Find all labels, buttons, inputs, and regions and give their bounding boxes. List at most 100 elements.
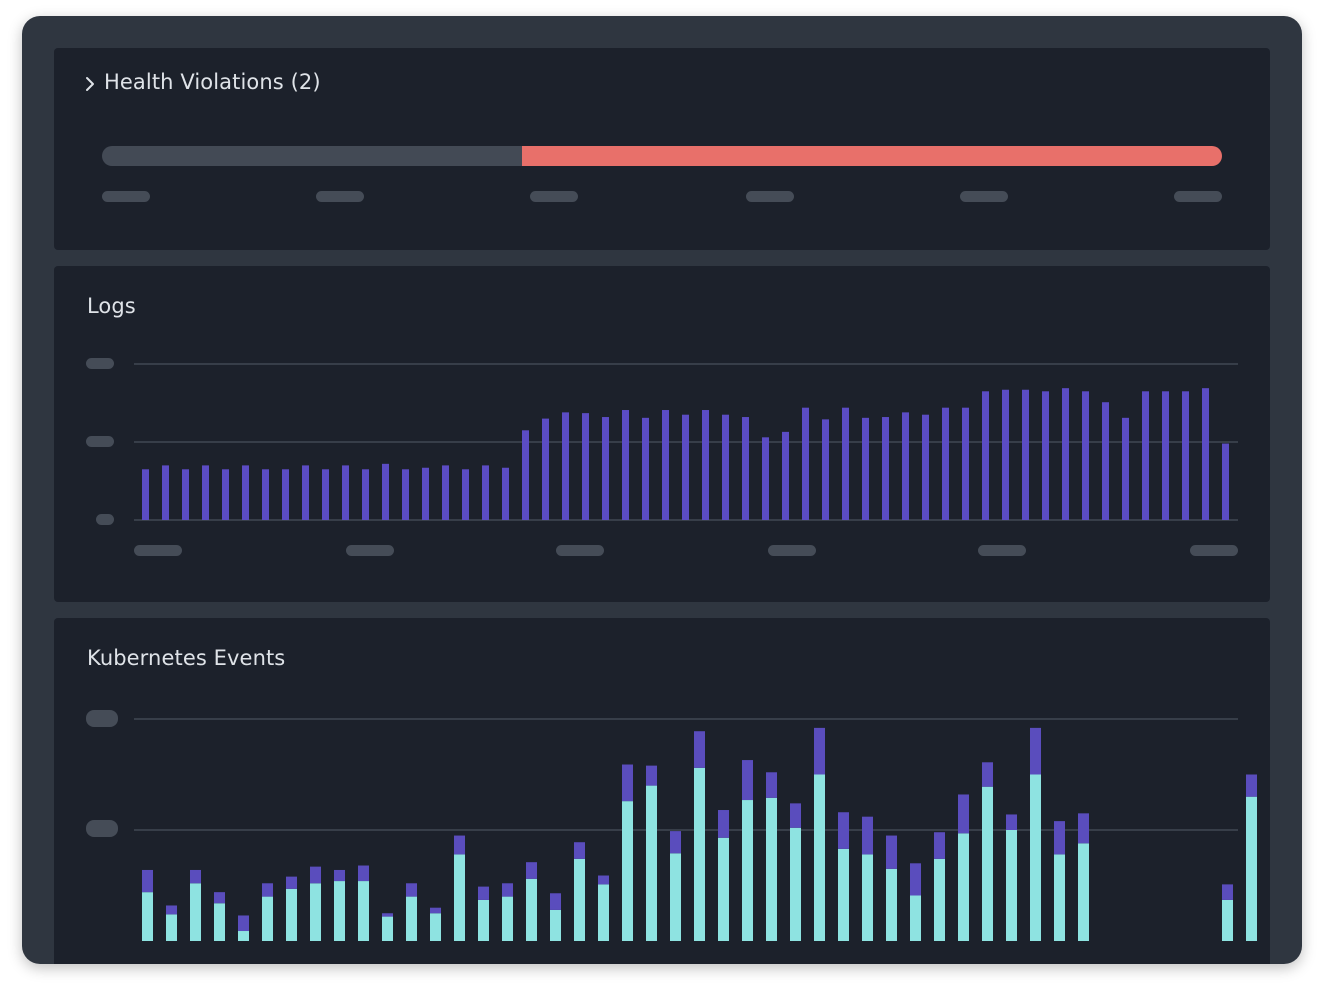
- logs-bar[interactable]: [922, 414, 929, 520]
- k8s-bar-segment-primary[interactable]: [478, 899, 489, 941]
- logs-bar[interactable]: [522, 430, 529, 520]
- k8s-bar-segment-primary[interactable]: [214, 903, 225, 941]
- k8s-bar-segment-secondary[interactable]: [718, 810, 729, 838]
- logs-bar[interactable]: [282, 469, 289, 520]
- k8s-bar-segment-secondary[interactable]: [478, 886, 489, 900]
- k8s-bar-segment-primary[interactable]: [910, 895, 921, 941]
- logs-bar[interactable]: [1162, 391, 1169, 520]
- k8s-bar-segment-secondary[interactable]: [406, 883, 417, 897]
- logs-bar[interactable]: [742, 417, 749, 520]
- k8s-bar-segment-primary[interactable]: [406, 896, 417, 941]
- logs-bar[interactable]: [202, 465, 209, 520]
- k8s-bar-segment-secondary[interactable]: [1078, 813, 1089, 844]
- logs-bar[interactable]: [1182, 391, 1189, 520]
- logs-bar[interactable]: [1002, 389, 1009, 520]
- logs-bar[interactable]: [142, 469, 149, 520]
- k8s-bar-segment-primary[interactable]: [142, 892, 153, 941]
- k8s-bar-segment-primary[interactable]: [646, 785, 657, 941]
- logs-bar[interactable]: [1062, 388, 1069, 520]
- logs-bar[interactable]: [1202, 388, 1209, 520]
- logs-bar[interactable]: [882, 417, 889, 520]
- k8s-bar-segment-secondary[interactable]: [286, 876, 297, 889]
- k8s-bar-segment-secondary[interactable]: [1006, 814, 1017, 830]
- logs-bar[interactable]: [762, 437, 769, 520]
- logs-bar[interactable]: [782, 431, 789, 520]
- k8s-bar-segment-secondary[interactable]: [622, 764, 633, 802]
- k8s-bar-segment-secondary[interactable]: [166, 905, 177, 915]
- k8s-bar-segment-secondary[interactable]: [382, 913, 393, 917]
- logs-bar[interactable]: [662, 410, 669, 520]
- logs-bar[interactable]: [262, 469, 269, 520]
- k8s-bar-segment-secondary[interactable]: [958, 794, 969, 834]
- k8s-bar-segment-secondary[interactable]: [1054, 821, 1065, 855]
- k8s-bar-segment-primary[interactable]: [814, 774, 825, 942]
- logs-bar[interactable]: [682, 414, 689, 520]
- k8s-bar-segment-primary[interactable]: [382, 916, 393, 941]
- k8s-bar-segment-primary[interactable]: [694, 767, 705, 941]
- logs-bar[interactable]: [802, 407, 809, 520]
- k8s-bar-segment-secondary[interactable]: [550, 893, 561, 910]
- k8s-bar-segment-secondary[interactable]: [574, 842, 585, 859]
- logs-bar[interactable]: [442, 465, 449, 520]
- k8s-bar-segment-secondary[interactable]: [862, 816, 873, 855]
- k8s-bar-segment-secondary[interactable]: [670, 831, 681, 854]
- logs-bar[interactable]: [962, 407, 969, 520]
- k8s-bar-segment-primary[interactable]: [430, 913, 441, 941]
- k8s-bar-segment-secondary[interactable]: [310, 866, 321, 884]
- k8s-bar-segment-primary[interactable]: [1030, 774, 1041, 942]
- logs-bar[interactable]: [722, 414, 729, 520]
- k8s-bar-segment-secondary[interactable]: [982, 762, 993, 787]
- k8s-bar-segment-primary[interactable]: [286, 888, 297, 941]
- logs-bar[interactable]: [622, 410, 629, 520]
- k8s-bar-segment-primary[interactable]: [1222, 899, 1233, 941]
- logs-bar[interactable]: [462, 469, 469, 520]
- logs-bar[interactable]: [1122, 417, 1129, 520]
- logs-bar[interactable]: [382, 463, 389, 520]
- k8s-bar-segment-secondary[interactable]: [358, 865, 369, 882]
- logs-bar[interactable]: [302, 465, 309, 520]
- k8s-bar-segment-secondary[interactable]: [838, 812, 849, 849]
- k8s-bar-segment-secondary[interactable]: [766, 772, 777, 798]
- k8s-bar-segment-primary[interactable]: [238, 931, 249, 941]
- k8s-bar-segment-primary[interactable]: [334, 881, 345, 941]
- k8s-bar-segment-primary[interactable]: [598, 884, 609, 941]
- k8s-bar-segment-secondary[interactable]: [814, 727, 825, 775]
- k8s-bar-segment-secondary[interactable]: [910, 863, 921, 896]
- k8s-bar-segment-primary[interactable]: [862, 854, 873, 941]
- k8s-bar-segment-primary[interactable]: [574, 858, 585, 941]
- logs-bar[interactable]: [1022, 389, 1029, 520]
- k8s-bar-segment-secondary[interactable]: [1222, 884, 1233, 900]
- k8s-bar-segment-secondary[interactable]: [262, 883, 273, 897]
- k8s-bar-segment-primary[interactable]: [262, 896, 273, 941]
- logs-bar[interactable]: [1042, 391, 1049, 520]
- logs-bar[interactable]: [502, 467, 509, 520]
- k8s-bar-segment-secondary[interactable]: [142, 869, 153, 893]
- logs-bar[interactable]: [182, 469, 189, 520]
- k8s-bar-segment-primary[interactable]: [526, 878, 537, 941]
- k8s-bar-segment-primary[interactable]: [454, 854, 465, 941]
- logs-bar[interactable]: [582, 413, 589, 520]
- k8s-bar-segment-primary[interactable]: [190, 883, 201, 941]
- logs-bar[interactable]: [342, 465, 349, 520]
- k8s-bar-segment-secondary[interactable]: [214, 892, 225, 904]
- logs-bar[interactable]: [702, 410, 709, 520]
- k8s-bar-segment-primary[interactable]: [166, 914, 177, 941]
- logs-bar[interactable]: [642, 417, 649, 520]
- logs-bar[interactable]: [822, 419, 829, 520]
- k8s-bar-segment-secondary[interactable]: [1030, 727, 1041, 775]
- k8s-bar-segment-primary[interactable]: [982, 786, 993, 941]
- k8s-bar-segment-secondary[interactable]: [526, 862, 537, 879]
- logs-bar[interactable]: [562, 412, 569, 520]
- k8s-bar-segment-primary[interactable]: [1054, 854, 1065, 941]
- logs-bar[interactable]: [362, 469, 369, 520]
- k8s-bar-segment-primary[interactable]: [838, 848, 849, 941]
- k8s-bar-segment-primary[interactable]: [1006, 830, 1017, 941]
- k8s-bar-segment-primary[interactable]: [766, 797, 777, 941]
- k8s-bar-segment-primary[interactable]: [718, 837, 729, 941]
- k8s-bar-segment-primary[interactable]: [742, 800, 753, 941]
- logs-bar[interactable]: [1222, 443, 1229, 520]
- k8s-bar-segment-secondary[interactable]: [886, 835, 897, 869]
- k8s-bar-segment-primary[interactable]: [622, 801, 633, 941]
- k8s-bar-segment-secondary[interactable]: [502, 883, 513, 897]
- k8s-bar-segment-secondary[interactable]: [238, 915, 249, 932]
